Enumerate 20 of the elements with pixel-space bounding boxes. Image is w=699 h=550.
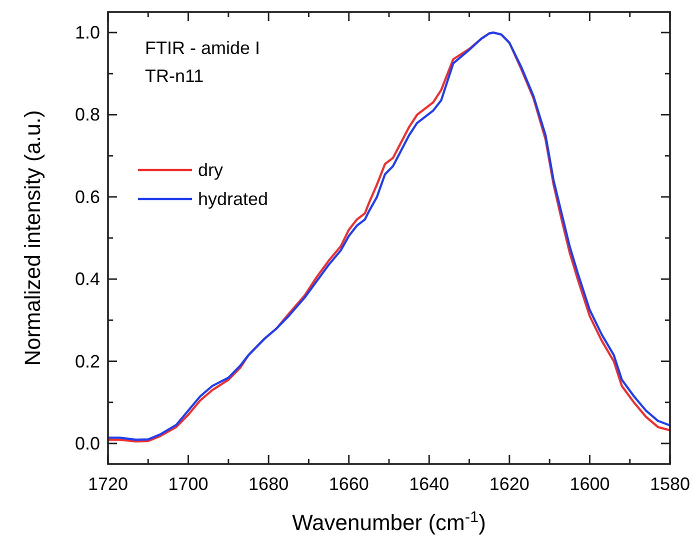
annotation: FTIR - amide I [145,38,260,58]
x-tick-label: 1660 [328,474,369,494]
y-tick-label: 0.2 [74,351,100,372]
annotation: TR-n11 [145,66,204,86]
y-tick-label: 0.0 [74,433,100,454]
x-tick-label: 1600 [570,474,610,494]
x-tick-label: 1720 [88,474,128,494]
y-axis-title: Normalized intensity (a.u.) [20,110,45,366]
y-tick-label: 1.0 [74,22,100,43]
legend-label: dry [198,160,224,180]
x-tick-label: 1700 [168,474,208,494]
x-axis-title: Wavenumber (cm$^{-1}$) [292,508,486,535]
x-tick-label: 1640 [409,474,450,494]
y-tick-label: 0.4 [74,269,100,290]
y-tick-label: 0.8 [74,104,100,125]
legend-label: hydrated [198,189,268,209]
x-tick-label: 1580 [650,474,690,494]
x-tick-label: 1680 [248,474,289,494]
x-tick-label: 1620 [489,474,530,494]
y-tick-label: 0.6 [74,186,100,207]
